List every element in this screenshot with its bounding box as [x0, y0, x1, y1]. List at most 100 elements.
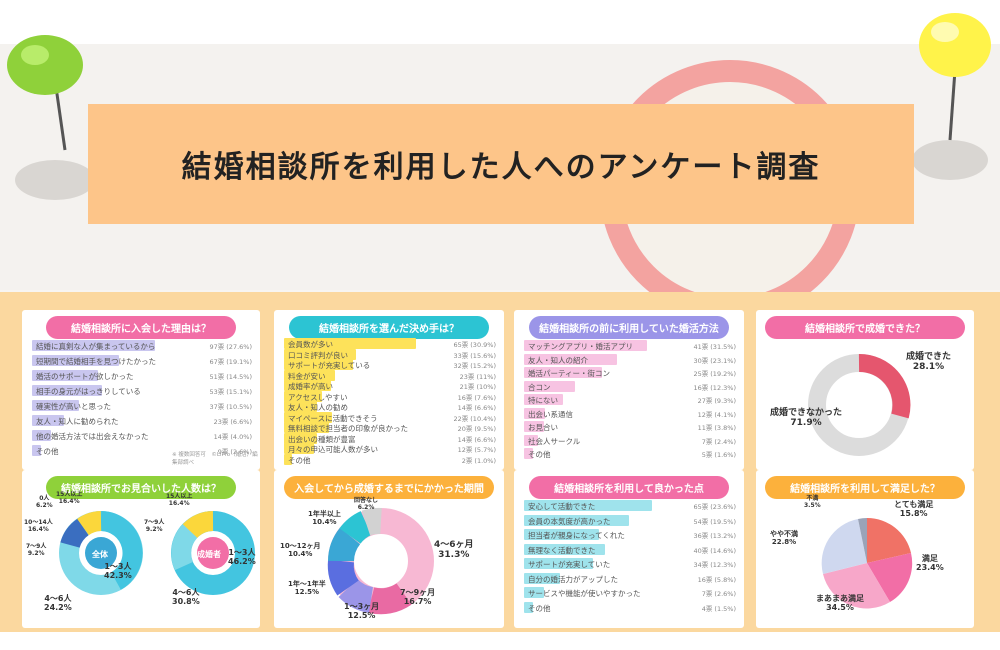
bar-label: お見合い [528, 423, 558, 432]
bar-label: 担当者が親身になってくれた [528, 531, 625, 540]
bar-row: 担当者が親身になってくれた 36票 (13.2%) [524, 529, 736, 541]
bar-row: 相手の身元がはっきりしている 53票 (15.1%) [32, 385, 252, 397]
label-married-7-9: 7〜9人 9.2% [144, 519, 165, 533]
bar-label: 安心して活動できた [528, 502, 596, 511]
label-married-1-3: 1〜3人 46.2% [228, 548, 256, 567]
bar-value: 2票 (1.0%) [461, 456, 496, 465]
bar [284, 453, 292, 465]
bar-value: 51票 (14.5%) [209, 373, 252, 381]
bar-row: 合コン 16票 (12.3%) [524, 380, 736, 393]
bar-value: 9票 (2.6%) [217, 448, 252, 456]
bar-row: 婚活パーティー・街コン 25票 (19.2%) [524, 367, 736, 379]
bar-value: 23票 (11%) [459, 372, 496, 381]
bar-label: 無料相談で担当者の印象が良かった [288, 424, 408, 433]
bar-label: その他 [528, 450, 551, 459]
card-omiai-count: 結婚相談所でお見合いした人数は？ 全体 成婚者 1〜3人 42.3% 4〜6人 24… [22, 470, 260, 628]
bar [32, 415, 64, 426]
bar-row: お見合い 11票 (3.8%) [524, 421, 736, 433]
card-satisfaction: 結婚相談所を利用して満足した？ とても満足 15.8% 満足 23.4% まあまあ満… [756, 470, 974, 628]
bar [524, 514, 629, 526]
card-previous-method: 結婚相談所の前に利用していた婚活方法 マッチングアプリ・婚活アプリ 41票 (31… [514, 310, 744, 470]
bar-value: 11票 (3.8%) [697, 424, 736, 432]
bar-label: 無理なく活動できた [528, 545, 596, 555]
bar-row: 料金が安い 23票 (11%) [284, 369, 496, 382]
bar-value: 32票 (15.2%) [453, 362, 496, 370]
bar-label: 友人・知人の勧め [288, 403, 348, 412]
label-1-3m: 1〜3ヶ月 12.5% [344, 602, 380, 621]
bar [524, 587, 544, 598]
label-all-15plus: 15人以上 16.4% [56, 491, 83, 505]
label-10-12m: 10〜12ヶ月 10.4% [280, 542, 321, 559]
label-married-15plus: 15人以上 16.4% [166, 493, 193, 507]
bar-label: アクセスしやすい [288, 392, 348, 402]
card-title: 結婚相談所の前に利用していた婚活方法 [529, 316, 729, 339]
bar [32, 400, 80, 411]
bar-label: 社会人サークル [528, 436, 581, 446]
green-pushpin-icon [7, 35, 95, 200]
bar [524, 448, 533, 459]
donut-chart-married [171, 511, 255, 595]
bar [284, 411, 332, 423]
bar-label: 会員数が多い [288, 340, 333, 349]
bar-label: その他 [528, 603, 551, 613]
bar-label: 口コミ評判が良い [288, 350, 348, 360]
bar-row: 自分の婚活力がアップした 16票 (5.8%) [524, 572, 736, 585]
bar [284, 369, 335, 381]
bar-value: 36票 (13.2%) [693, 532, 736, 540]
bar-label: 友人・知人に勧められた [36, 417, 119, 426]
bar-row: 短期間で結婚相手を見つけたかった 67票 (19.1%) [32, 355, 252, 367]
card-title: 結婚相談所を選んだ決め手は？ [289, 316, 489, 339]
bar-row: 社会人サークル 7票 (2.4%) [524, 434, 736, 447]
bar-row: その他 2票 (1.0%) [284, 453, 496, 466]
label-somewhat-dissatisfied: やや不満 22.8% [770, 530, 798, 547]
label-satisfied: 満足 23.4% [916, 554, 944, 573]
bar-row: 特にない 27票 (9.3%) [524, 394, 736, 406]
bar-row: マイペースに活動できそう 22票 (10.4%) [284, 411, 496, 424]
bar-row: サポートが充実している 32票 (15.2%) [284, 359, 496, 371]
bar [524, 380, 575, 392]
bar-row: 会員数が多い 65票 (30.9%) [284, 338, 496, 350]
bar [284, 432, 317, 444]
pie-chart [821, 517, 913, 609]
bar-row: 安心して活動できた 65票 (23.6%) [524, 500, 736, 512]
bar-value: 27票 (9.3%) [697, 397, 736, 405]
label-15y-plus: 1年半以上 10.4% [308, 510, 341, 527]
bar [524, 529, 599, 540]
bar-row: 結婚に真剣な人が集まっているから 97票 (27.6%) [32, 340, 252, 352]
bar-row: 出会いの種類が豊富 14票 (6.6%) [284, 432, 496, 445]
yellow-pushpin-icon [912, 13, 991, 180]
donut-center-all: 全体 [92, 550, 108, 559]
bar [524, 407, 545, 419]
bar-value: 54票 (19.5%) [693, 517, 736, 526]
bar-value: 14票 (6.6%) [457, 404, 496, 412]
bar-row: 友人・知人の勧め 14票 (6.6%) [284, 401, 496, 413]
bar [284, 359, 353, 370]
bar-value: 97票 (27.6%) [209, 343, 252, 351]
card-title: 結婚相談所を利用して満足した？ [765, 476, 965, 499]
bar-value: 67票 (19.1%) [209, 358, 252, 366]
bar-value: 20票 (9.5%) [457, 425, 496, 433]
bar [524, 340, 647, 351]
bar-label: サポートが充実していた [528, 560, 611, 569]
card-title: 結婚相談所で成婚できた？ [765, 316, 965, 339]
bar [524, 353, 617, 365]
bar-row: 友人・知人の紹介 30票 (23.1%) [524, 353, 736, 366]
bar [284, 443, 314, 454]
bar [32, 370, 99, 381]
bar-value: 4票 (1.5%) [701, 604, 736, 613]
label-married-4-6: 4〜6人 30.8% [172, 588, 200, 607]
bar-value: 14票 (4.0%) [213, 433, 252, 441]
footer-band [0, 632, 1000, 650]
bar-label: マッチングアプリ・婚活アプリ [528, 342, 633, 351]
label-no-answer: 回答なし 6.2% [354, 497, 379, 511]
bar [524, 421, 544, 432]
bar [524, 572, 560, 584]
bar-label: 友人・知人の紹介 [528, 355, 588, 365]
bar-value: 5票 (1.6%) [701, 451, 736, 459]
bar-row: 会員の本気度が高かった 54票 (19.5%) [524, 514, 736, 527]
card-deciding-factor: 結婚相談所を選んだ決め手は？ 会員数が多い 65票 (30.9%) 口コミ評判が良い… [274, 310, 504, 470]
bar-label: 結婚に真剣な人が集まっているから [36, 342, 156, 351]
bar [524, 558, 593, 569]
bar-label: 出会い系通信 [528, 409, 573, 419]
bar-value: 12票 (4.1%) [697, 410, 736, 419]
